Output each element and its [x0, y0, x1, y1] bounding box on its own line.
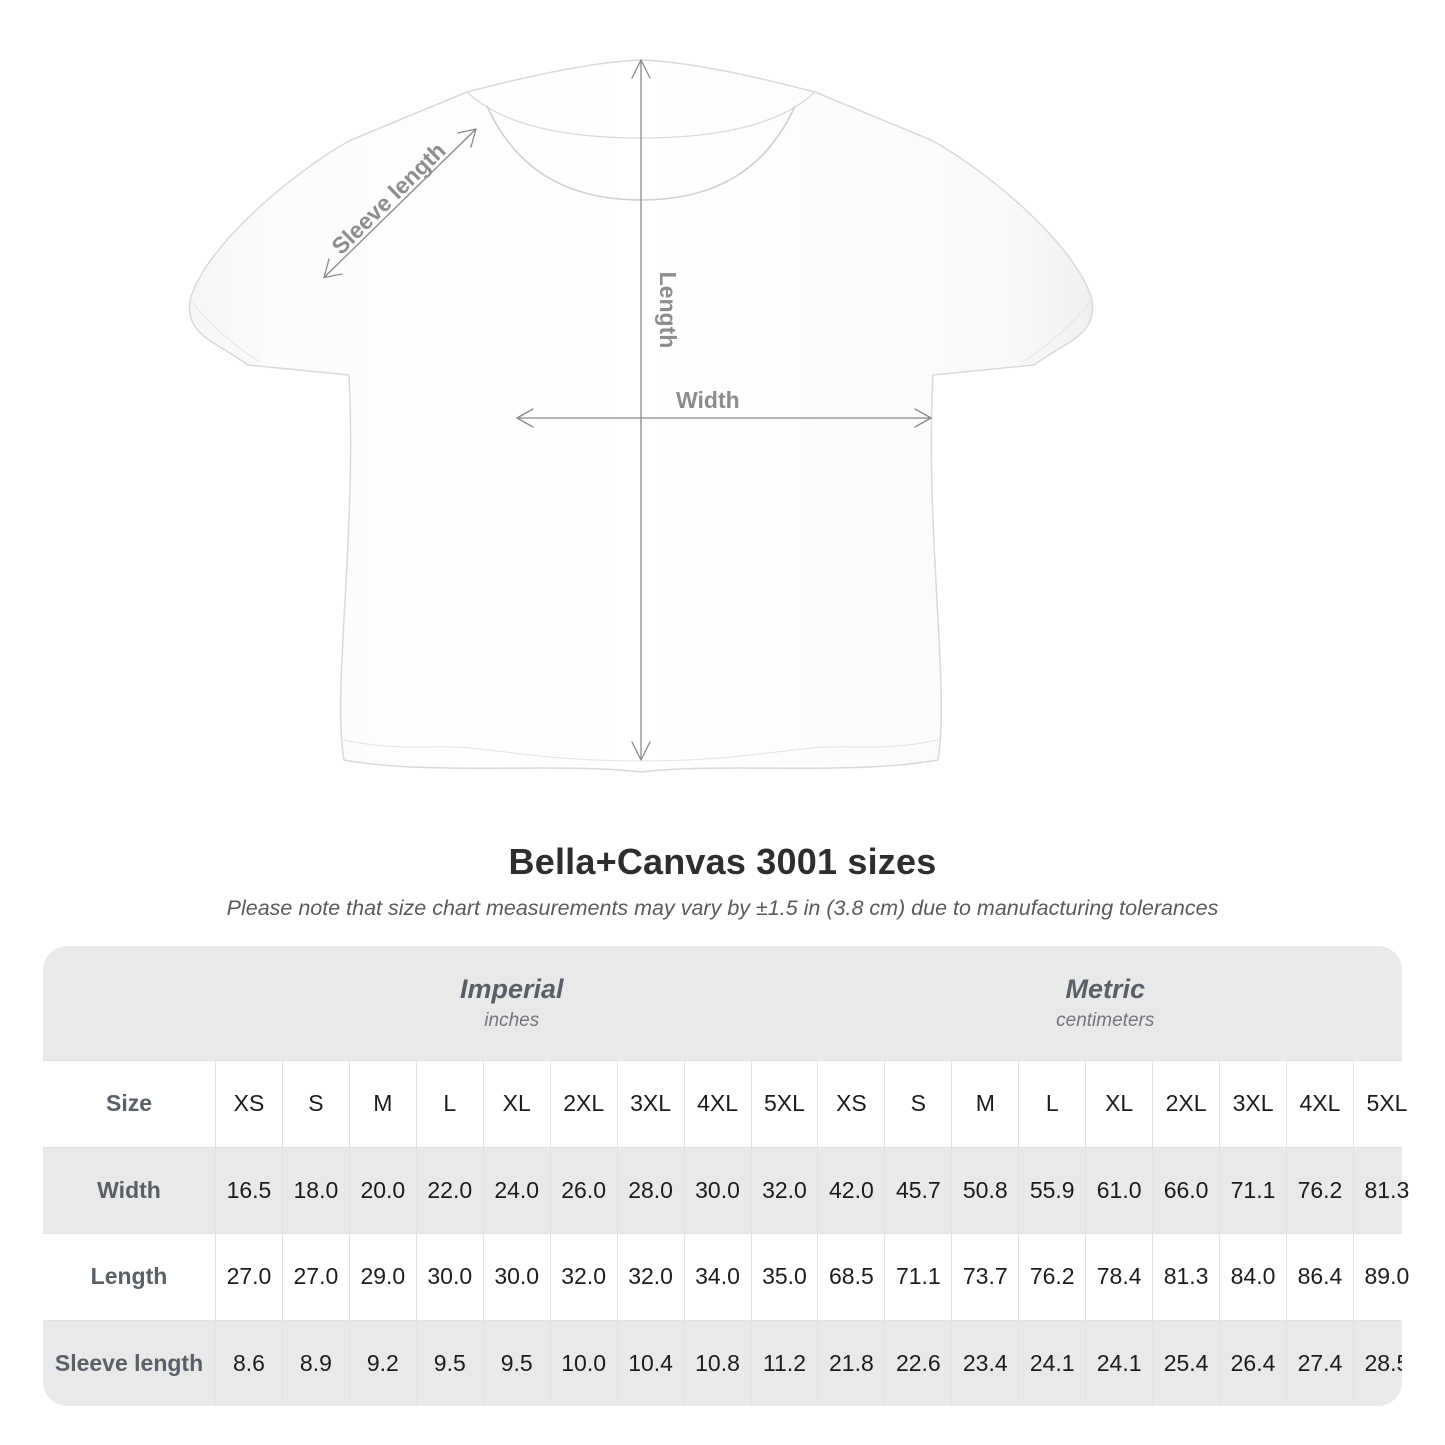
svg-text:Length: Length — [655, 272, 681, 349]
svg-text:Width: Width — [676, 387, 740, 413]
